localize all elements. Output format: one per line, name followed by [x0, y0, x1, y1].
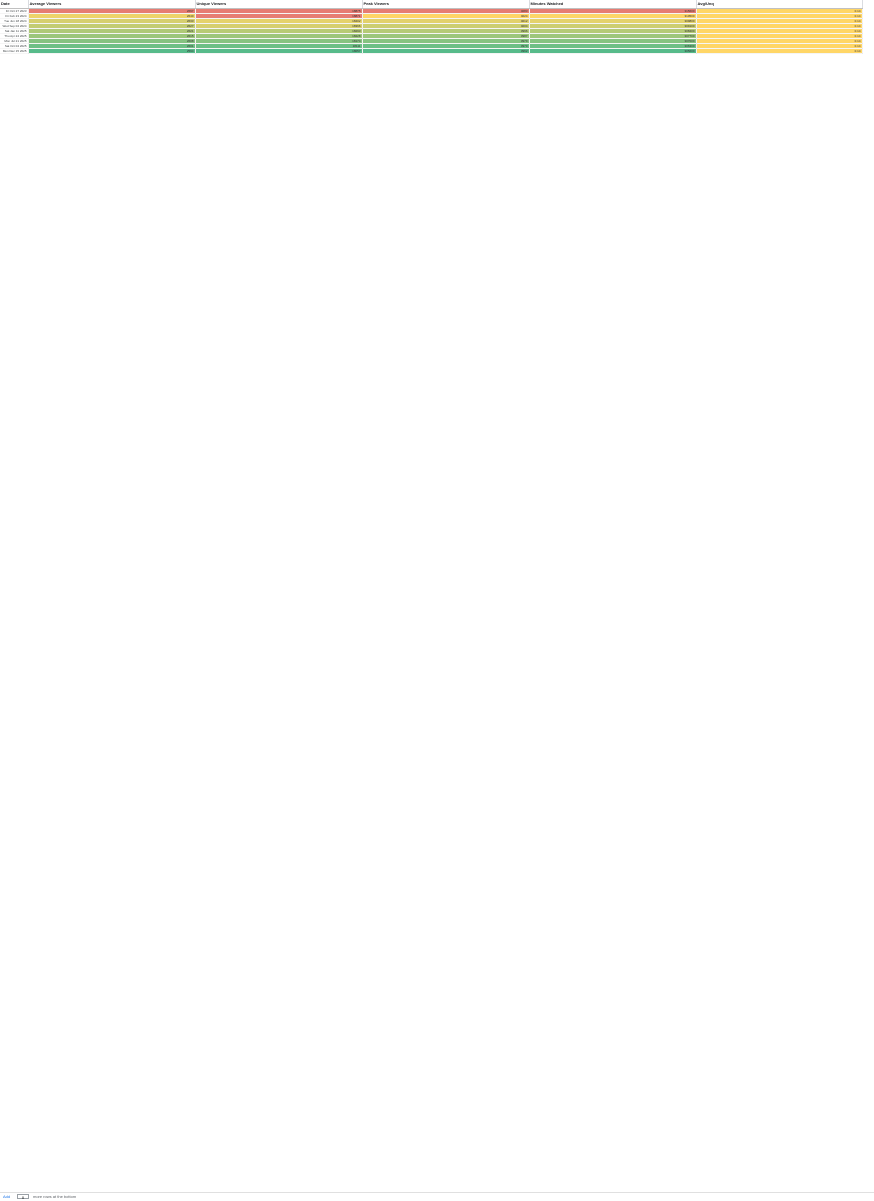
date-cell[interactable]: Fri Oct 27 2023	[0, 8, 29, 14]
table-row: Wed Sep 04 2024 2627 18366 4004 309100 0.14	[0, 23, 863, 29]
value-cell[interactable]: 2601	[28, 43, 196, 49]
date-cell[interactable]: Fri Feb 23 2024	[0, 13, 29, 19]
table-row: Fri Feb 23 2024 2640 18871 4024 310500 0.14	[0, 13, 863, 19]
value-cell[interactable]: 306300	[529, 43, 697, 49]
table-row: Mon Dec 15 2025 2594 18057 3962 305600 0.14	[0, 48, 863, 54]
value-cell[interactable]: 305600	[529, 48, 697, 54]
header-row: Date Average Viewers Unique Viewers Peak…	[0, 0, 863, 9]
sheet-footer: Add 0 more rows at the bottom	[0, 1192, 874, 1201]
col-header-unique-viewers[interactable]: Unique Viewers	[195, 0, 363, 9]
data-table: Date Average Viewers Unique Viewers Peak…	[0, 0, 863, 54]
col-header-minutes-watched[interactable]: Minutes Watched	[529, 0, 697, 9]
date-cell[interactable]: Wed Sep 04 2024	[0, 23, 29, 29]
rows-count-input[interactable]: 0	[17, 1194, 29, 1200]
value-cell[interactable]: 18174	[195, 38, 363, 44]
value-cell[interactable]: 315600	[529, 8, 697, 14]
value-cell[interactable]: 18293	[195, 28, 363, 34]
value-cell[interactable]: 4083	[362, 8, 530, 14]
value-cell[interactable]: 0.14	[696, 18, 863, 24]
table-body: Fri Oct 27 2023 2697 18875 4083 315600 0.14 Fr…	[0, 8, 863, 54]
value-cell[interactable]: 310500	[529, 13, 697, 19]
col-header-avg-unq[interactable]: Avg/Unq	[696, 0, 863, 9]
date-cell[interactable]: Thu Apr 24 2025	[0, 33, 29, 39]
value-cell[interactable]: 2627	[28, 23, 196, 29]
value-cell[interactable]: 2608	[28, 38, 196, 44]
value-cell[interactable]: 18402	[195, 18, 363, 24]
value-cell[interactable]: 0.14	[696, 28, 863, 34]
value-cell[interactable]: 18366	[195, 23, 363, 29]
value-cell[interactable]: 0.14	[696, 13, 863, 19]
table-row: Thu Apr 24 2025 2615 18228 3987 307700 0.14	[0, 33, 863, 39]
rows-label: more rows at the bottom	[33, 1194, 77, 1199]
value-cell[interactable]: 3979	[362, 38, 530, 44]
value-cell[interactable]: 307000	[529, 38, 697, 44]
date-cell[interactable]: Mon Dec 15 2025	[0, 48, 29, 54]
value-cell[interactable]: 0.14	[696, 8, 863, 14]
date-cell[interactable]: Sat Oct 04 2025	[0, 43, 29, 49]
value-cell[interactable]: 308400	[529, 28, 697, 34]
col-header-date[interactable]: Date	[0, 0, 29, 9]
value-cell[interactable]: 18871	[195, 13, 363, 19]
value-cell[interactable]: 4004	[362, 23, 530, 29]
value-cell[interactable]: 0.14	[696, 33, 863, 39]
value-cell[interactable]: 0.14	[696, 23, 863, 29]
value-cell[interactable]: 309100	[529, 23, 697, 29]
date-cell[interactable]: Tue Jun 18 2024	[0, 18, 29, 24]
value-cell[interactable]: 4012	[362, 18, 530, 24]
value-cell[interactable]: 2640	[28, 13, 196, 19]
value-cell[interactable]: 3962	[362, 48, 530, 54]
value-cell[interactable]: 18111	[195, 43, 363, 49]
value-cell[interactable]: 2621	[28, 28, 196, 34]
table-row: Sat Oct 04 2025 2601 18111 3970 306300 0.14	[0, 43, 863, 49]
table-row: Sat Jan 11 2025 2621 18293 3996 308400 0.14	[0, 28, 863, 34]
table-row: Fri Oct 27 2023 2697 18875 4083 315600 0.14	[0, 8, 863, 14]
value-cell[interactable]: 4024	[362, 13, 530, 19]
value-cell[interactable]: 18057	[195, 48, 363, 54]
value-cell[interactable]: 307700	[529, 33, 697, 39]
value-cell[interactable]: 3996	[362, 28, 530, 34]
spreadsheet-grid: Date Average Viewers Unique Viewers Peak…	[0, 0, 874, 54]
value-cell[interactable]: 18875	[195, 8, 363, 14]
date-cell[interactable]: Sat Jan 11 2025	[0, 28, 29, 34]
col-header-peak-viewers[interactable]: Peak Viewers	[362, 0, 530, 9]
value-cell[interactable]: 18228	[195, 33, 363, 39]
value-cell[interactable]: 0.14	[696, 38, 863, 44]
value-cell[interactable]: 0.14	[696, 48, 863, 54]
date-cell[interactable]: Mon Jul 21 2025	[0, 38, 29, 44]
value-cell[interactable]: 2594	[28, 48, 196, 54]
value-cell[interactable]: 309800	[529, 18, 697, 24]
table-row: Tue Jun 18 2024 2633 18402 4012 309800 0.14	[0, 18, 863, 24]
col-header-average-viewers[interactable]: Average Viewers	[28, 0, 196, 9]
value-cell[interactable]: 2697	[28, 8, 196, 14]
value-cell[interactable]: 2633	[28, 18, 196, 24]
add-rows-button[interactable]: Add	[3, 1194, 11, 1199]
value-cell[interactable]: 2615	[28, 33, 196, 39]
table-row: Mon Jul 21 2025 2608 18174 3979 307000 0.14	[0, 38, 863, 44]
value-cell[interactable]: 0.14	[696, 43, 863, 49]
value-cell[interactable]: 3970	[362, 43, 530, 49]
value-cell[interactable]: 3987	[362, 33, 530, 39]
